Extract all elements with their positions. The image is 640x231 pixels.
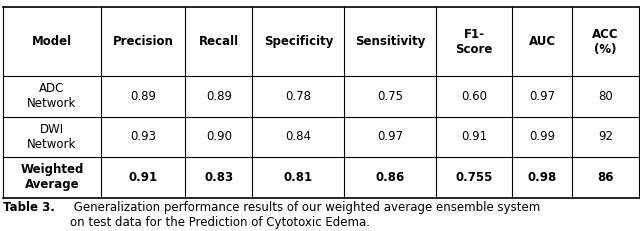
Text: 0.93: 0.93 (130, 130, 156, 143)
Text: 0.90: 0.90 (206, 130, 232, 143)
Text: Table 3.: Table 3. (3, 201, 55, 214)
Text: 86: 86 (597, 171, 614, 184)
Text: 0.84: 0.84 (285, 130, 312, 143)
Text: 0.91: 0.91 (461, 130, 487, 143)
Text: 0.98: 0.98 (528, 171, 557, 184)
Text: 0.81: 0.81 (284, 171, 313, 184)
Text: Specificity: Specificity (264, 35, 333, 48)
Text: 0.97: 0.97 (529, 90, 556, 103)
Text: 0.75: 0.75 (377, 90, 403, 103)
Text: 80: 80 (598, 90, 613, 103)
Text: F1-
Score: F1- Score (456, 27, 493, 56)
Text: 0.97: 0.97 (377, 130, 403, 143)
Text: DWI
Network: DWI Network (28, 123, 77, 151)
Text: 0.99: 0.99 (529, 130, 556, 143)
Text: Precision: Precision (113, 35, 173, 48)
Text: Generalization performance results of our weighted average ensemble system
on te: Generalization performance results of ou… (70, 201, 540, 229)
Text: 0.78: 0.78 (285, 90, 312, 103)
Bar (3, 7, 639, 198)
Text: 0.89: 0.89 (206, 90, 232, 103)
Text: ACC
(%): ACC (%) (592, 27, 619, 56)
Text: Weighted
Average: Weighted Average (20, 163, 84, 191)
Text: Recall: Recall (199, 35, 239, 48)
Text: AUC: AUC (529, 35, 556, 48)
Text: 0.83: 0.83 (204, 171, 234, 184)
Text: 0.755: 0.755 (456, 171, 493, 184)
Text: 0.89: 0.89 (130, 90, 156, 103)
Text: 92: 92 (598, 130, 613, 143)
Text: Model: Model (32, 35, 72, 48)
Text: Sensitivity: Sensitivity (355, 35, 426, 48)
Text: 0.86: 0.86 (376, 171, 404, 184)
Text: 0.91: 0.91 (129, 171, 157, 184)
Text: ADC
Network: ADC Network (28, 82, 77, 110)
Text: 0.60: 0.60 (461, 90, 487, 103)
